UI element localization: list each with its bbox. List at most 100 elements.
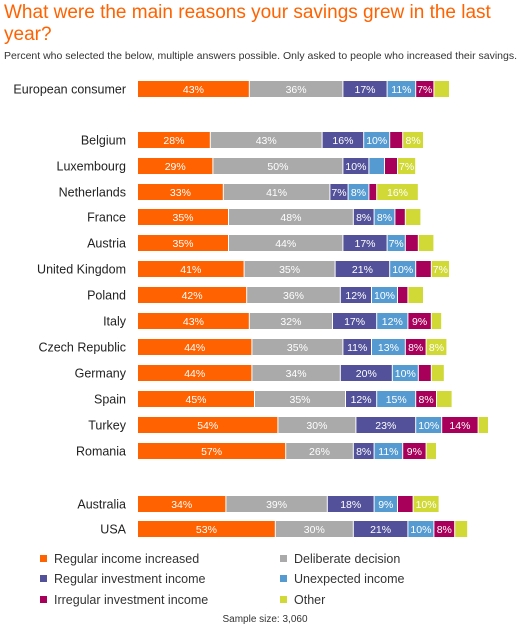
bar-regular-investment-income-spain	[346, 391, 377, 407]
bar-irregular-investment-income-australia	[398, 496, 413, 512]
value-label-regular-income-increased-turkey: 54%	[197, 420, 218, 432]
value-label-deliberate-decision-austria: 44%	[275, 238, 296, 250]
legend-label-irregular-investment-income: Irregular investment income	[54, 593, 209, 607]
value-label-deliberate-decision-poland: 36%	[283, 290, 304, 302]
legend-item-regular-investment-income: Regular investment income	[40, 572, 205, 586]
bar-regular-income-increased-romania	[138, 443, 286, 459]
bar-other-belgium	[403, 132, 423, 148]
value-label-deliberate-decision-netherlands: 41%	[266, 187, 287, 199]
bar-regular-investment-income-italy	[333, 313, 377, 329]
bar-irregular-investment-income-united-kingdom	[416, 261, 431, 277]
bar-regular-investment-income-belgium	[322, 132, 364, 148]
bar-regular-investment-income-united-kingdom	[335, 261, 390, 277]
category-label-germany: Germany	[75, 367, 127, 381]
value-label-regular-income-increased-usa: 53%	[196, 524, 217, 536]
bar-regular-income-increased-netherlands	[138, 184, 223, 200]
value-label-irregular-investment-income-romania: 9%	[407, 446, 422, 458]
legend-label-regular-investment-income: Regular investment income	[54, 572, 206, 586]
bar-unexpected-income-usa	[408, 521, 434, 537]
category-label-united-kingdom: United Kingdom	[37, 263, 126, 277]
value-label-other-netherlands: 16%	[387, 187, 408, 199]
bar-regular-investment-income-usa	[353, 521, 408, 537]
bar-irregular-investment-income-germany	[418, 365, 431, 381]
legend-label-other: Other	[294, 593, 326, 607]
bar-irregular-investment-income-italy	[408, 313, 431, 329]
stacked-bar-chart: European consumer 43% 36% 17% 11% 7% Belgium 28…	[13, 81, 488, 537]
bar-deliberate-decision-netherlands	[223, 184, 330, 200]
category-label-italy: Italy	[103, 315, 127, 329]
value-label-regular-investment-income-united-kingdom: 21%	[352, 264, 373, 276]
bar-regular-investment-income-romania	[353, 443, 374, 459]
value-label-regular-investment-income-netherlands: 7%	[331, 187, 346, 199]
bar-deliberate-decision-austria	[229, 235, 343, 251]
bar-regular-investment-income-czech-republic	[343, 339, 371, 355]
value-label-regular-investment-income-spain: 12%	[351, 394, 372, 406]
bar-irregular-investment-income-czech-republic	[405, 339, 426, 355]
value-label-regular-income-increased-austria: 35%	[172, 238, 193, 250]
value-label-unexpected-income-united-kingdom: 10%	[392, 264, 413, 276]
category-label-spain: Spain	[94, 393, 126, 407]
category-label-romania: Romania	[76, 445, 126, 459]
legend-item-regular-income-increased: Regular income increased	[40, 552, 199, 566]
bar-irregular-investment-income-luxembourg	[385, 158, 397, 174]
value-label-other-australia: 10%	[416, 499, 437, 511]
category-label-france: France	[87, 211, 126, 225]
value-label-regular-income-increased-belgium: 28%	[163, 135, 184, 147]
value-label-regular-income-increased-romania: 57%	[201, 446, 222, 458]
value-label-regular-investment-income-european-consumer: 17%	[354, 84, 375, 96]
value-label-regular-investment-income-luxembourg: 10%	[345, 161, 366, 173]
value-label-deliberate-decision-france: 48%	[280, 212, 301, 224]
bar-other-luxembourg	[398, 158, 416, 174]
legend-swatch-irregular-investment-income	[40, 596, 47, 603]
bar-deliberate-decision-spain	[255, 391, 345, 407]
bar-other-austria	[418, 235, 434, 251]
bar-unexpected-income-italy	[377, 313, 408, 329]
legend-item-other: Other	[280, 593, 325, 607]
category-label-netherlands: Netherlands	[59, 186, 126, 200]
value-label-unexpected-income-netherlands: 8%	[351, 187, 366, 199]
bar-regular-investment-income-turkey	[356, 417, 416, 433]
value-label-irregular-investment-income-european-consumer: 7%	[417, 84, 432, 96]
bar-regular-income-increased-european-consumer	[138, 81, 249, 97]
bar-unexpected-income-turkey	[416, 417, 442, 433]
bar-irregular-investment-income-france	[395, 209, 405, 225]
value-label-other-luxembourg: 7%	[399, 161, 414, 173]
value-label-regular-income-increased-united-kingdom: 41%	[180, 264, 201, 276]
chart-subtitle: Percent who selected the below, multiple…	[4, 50, 518, 62]
bar-regular-investment-income-france	[353, 209, 374, 225]
value-label-deliberate-decision-germany: 34%	[286, 368, 307, 380]
bar-deliberate-decision-czech-republic	[252, 339, 343, 355]
value-label-unexpected-income-czech-republic: 13%	[378, 342, 399, 354]
bar-unexpected-income-germany	[392, 365, 418, 381]
value-label-regular-investment-income-france: 8%	[356, 212, 371, 224]
bar-irregular-investment-income-european-consumer	[416, 81, 434, 97]
bar-irregular-investment-income-usa	[434, 521, 455, 537]
bar-other-poland	[408, 287, 423, 303]
bar-regular-income-increased-australia	[138, 496, 226, 512]
bar-regular-investment-income-luxembourg	[343, 158, 369, 174]
bar-unexpected-income-romania	[374, 443, 403, 459]
category-label-turkey: Turkey	[88, 419, 126, 433]
category-label-poland: Poland	[87, 289, 126, 303]
bar-unexpected-income-austria	[387, 235, 405, 251]
bar-irregular-investment-income-spain	[416, 391, 436, 407]
bar-other-european-consumer	[434, 81, 449, 97]
value-label-deliberate-decision-romania: 26%	[309, 446, 330, 458]
bar-regular-income-increased-turkey	[138, 417, 278, 433]
bar-regular-income-increased-usa	[138, 521, 275, 537]
bar-other-netherlands	[377, 184, 418, 200]
value-label-irregular-investment-income-spain: 8%	[419, 394, 434, 406]
value-label-regular-income-increased-france: 35%	[172, 212, 193, 224]
bar-regular-investment-income-australia	[327, 496, 374, 512]
value-label-unexpected-income-european-consumer: 11%	[391, 84, 411, 96]
sample-size-note: Sample size: 3,060	[222, 614, 308, 625]
legend-item-deliberate-decision: Deliberate decision	[280, 552, 400, 566]
bar-regular-investment-income-european-consumer	[343, 81, 387, 97]
bar-other-united-kingdom	[431, 261, 449, 277]
bar-deliberate-decision-italy	[249, 313, 332, 329]
legend-label-regular-income-increased: Regular income increased	[54, 552, 200, 566]
value-label-regular-income-increased-luxembourg: 29%	[165, 161, 186, 173]
category-label-european-consumer: European consumer	[13, 83, 126, 97]
value-label-unexpected-income-austria: 7%	[389, 238, 404, 250]
legend-label-unexpected-income: Unexpected income	[294, 572, 405, 586]
